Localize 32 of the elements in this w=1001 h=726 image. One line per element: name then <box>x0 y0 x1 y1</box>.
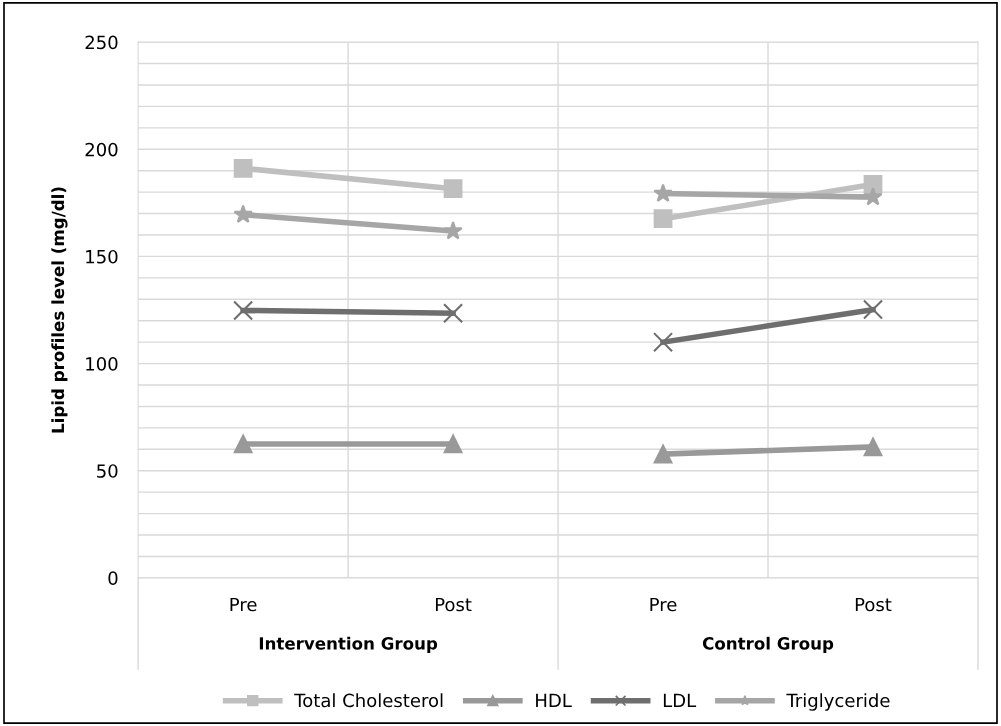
point <box>443 221 463 240</box>
x-tick-label: Pre <box>230 597 257 612</box>
y-tick-label: 250 <box>85 35 118 50</box>
y-tick-label: 0 <box>108 571 118 586</box>
point <box>233 300 254 321</box>
text: Control Group <box>702 636 834 653</box>
y-tick-label: 200 <box>85 142 118 157</box>
point <box>233 204 253 223</box>
point <box>863 186 883 206</box>
point <box>443 179 463 199</box>
y-tick-label: 100 <box>86 357 118 371</box>
point <box>863 437 883 457</box>
point <box>443 303 464 324</box>
y-tick-label: 50 <box>97 464 118 478</box>
point <box>443 434 463 454</box>
point <box>233 434 253 454</box>
y-axis-title: Lipid profiles level (mg/dl) <box>51 187 68 433</box>
legend-label: HDL <box>536 693 572 707</box>
point <box>653 209 673 229</box>
legend-label: Triglyceride <box>786 693 890 711</box>
point <box>652 332 674 353</box>
point <box>233 158 253 178</box>
point <box>653 183 673 202</box>
legend-label: Total Cholesterol <box>294 693 443 708</box>
point <box>653 444 673 464</box>
point <box>862 299 884 320</box>
x-tick-label: Post <box>435 597 472 612</box>
x-tick-label: Pre <box>650 597 677 612</box>
text: Intervention Group <box>259 636 438 653</box>
y-tick-label: 150 <box>86 249 118 264</box>
x-tick-label: Post <box>855 597 892 612</box>
legend-label: LDL <box>663 693 697 707</box>
